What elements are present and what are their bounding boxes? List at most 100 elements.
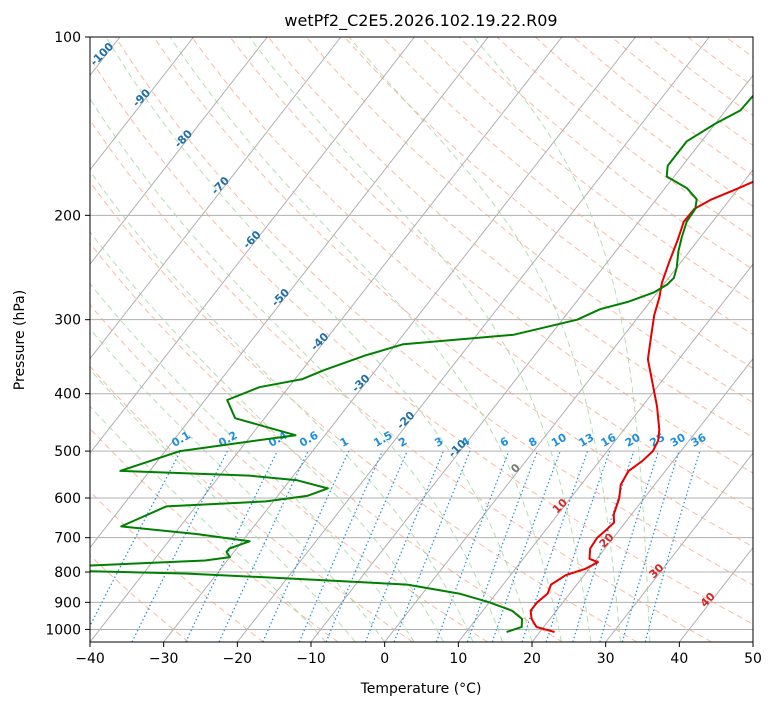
x-tick-label: 30 xyxy=(597,651,615,667)
mixing-ratio-line xyxy=(621,450,680,642)
isotherm-line xyxy=(531,357,753,642)
mixing-ratio-line xyxy=(364,450,444,642)
x-tick-label: −40 xyxy=(75,651,105,667)
mixing-ratio-line xyxy=(644,450,701,642)
moist-adiabat-line xyxy=(90,405,327,642)
x-tick-label: 50 xyxy=(744,651,762,667)
y-tick-label: 200 xyxy=(54,208,81,224)
mixing-ratio-label: 20 xyxy=(623,431,643,450)
plot-area: 0.1 0.2 0.4 0.6 1 1.5 2 3 4 6 8 10 13 16 20 25 30 36-100-… xyxy=(90,37,753,642)
dry-adiabat-line xyxy=(90,56,753,625)
dry-adiabat-line xyxy=(90,490,264,642)
moist-adiabat-line xyxy=(90,328,386,642)
mixing-ratio-label: 16 xyxy=(599,431,619,450)
dry-adiabat-line xyxy=(573,37,753,177)
dry-adiabat-line xyxy=(229,37,753,474)
x-axis-ticks: −40 −30 −20 −10 0 10 20 30 40 50 xyxy=(75,642,762,667)
mixing-ratio-line xyxy=(435,450,510,642)
mixing-ratio-label: 30 xyxy=(668,431,688,450)
isotherm-line xyxy=(90,37,194,171)
dry-adiabat-line xyxy=(90,304,488,642)
mixing-ratio-line xyxy=(131,450,228,642)
x-tick-label: −20 xyxy=(223,651,253,667)
mixing-ratio-line xyxy=(572,450,635,642)
plot-frame xyxy=(89,36,754,643)
x-tick-label: −10 xyxy=(296,651,326,667)
isotherm-label: 0 xyxy=(508,461,523,476)
x-tick-label: −30 xyxy=(149,651,179,667)
mixing-ratio-line xyxy=(90,450,181,628)
isotherm-label: -30 xyxy=(349,372,372,395)
chart-title: wetPf2_C2E5.2026.102.19.22.R09 xyxy=(284,11,557,31)
mixing-ratio-label: 2 xyxy=(396,435,409,450)
mixing-ratio-label: 0.6 xyxy=(297,429,321,450)
moist-adiabat-line xyxy=(473,37,651,642)
moist-adiabat-line xyxy=(169,37,562,642)
isotherm-label: 20 xyxy=(597,530,617,550)
mixing-ratio-label: 10 xyxy=(549,431,569,450)
y-tick-label: 800 xyxy=(54,565,81,581)
mixing-ratio-line xyxy=(545,450,611,642)
y-tick-label: 600 xyxy=(54,491,81,507)
dry-adiabat-line xyxy=(115,37,753,586)
dry-adiabat-line xyxy=(90,181,638,642)
dry-adiabat-line xyxy=(90,242,563,642)
isotherm-label: -40 xyxy=(308,330,331,353)
moist-adiabat-line xyxy=(248,37,592,642)
dry-adiabat-line xyxy=(305,37,753,404)
isotherm-line xyxy=(163,37,636,642)
y-tick-label: 300 xyxy=(54,313,81,329)
isotherm-label: -70 xyxy=(209,174,232,197)
gridlines xyxy=(90,37,753,630)
moist-adiabat-line xyxy=(90,97,503,642)
moist-adiabat-line xyxy=(90,282,415,642)
x-tick-label: 40 xyxy=(670,651,688,667)
isotherm-line xyxy=(605,452,753,642)
moist-adiabats xyxy=(90,37,651,642)
isotherm-label: -20 xyxy=(394,409,417,432)
moist-adiabat-line xyxy=(90,368,356,642)
mixing-ratio-label: 0.1 xyxy=(169,429,192,450)
x-tick-label: 20 xyxy=(523,651,541,667)
mixing-ratio-lines xyxy=(90,450,701,642)
mixing-ratio-label: 36 xyxy=(689,431,709,450)
y-tick-label: 400 xyxy=(54,387,81,403)
dry-adiabat-line xyxy=(382,37,753,336)
dry-adiabat-line xyxy=(90,427,339,642)
isotherm-label: -60 xyxy=(240,228,263,251)
dry-adiabat-line xyxy=(153,37,753,548)
isotherm-line xyxy=(90,37,563,642)
isotherm-label: 30 xyxy=(647,561,667,581)
y-tick-label: 100 xyxy=(54,30,81,46)
isotherm-line xyxy=(90,37,415,454)
dry-adiabat-line xyxy=(534,37,753,207)
isotherm-line xyxy=(90,37,489,549)
y-tick-label: 1000 xyxy=(45,622,81,638)
mixing-ratio-line xyxy=(298,450,384,642)
dry-adiabat-line xyxy=(458,37,753,270)
mixing-ratio-line xyxy=(599,450,660,642)
mixing-ratio-label: 1 xyxy=(338,435,351,450)
dry-adiabat-line xyxy=(90,365,414,642)
isotherm-line xyxy=(310,74,753,642)
isotherm-line xyxy=(90,37,342,360)
dry-adiabat-line xyxy=(191,37,753,511)
dry-adiabat-line xyxy=(420,37,753,303)
x-tick-label: 10 xyxy=(449,651,467,667)
mixing-ratio-line xyxy=(325,450,408,642)
y-axis-label: Pressure (hPa) xyxy=(12,290,28,390)
dry-adiabat-line xyxy=(611,37,753,146)
y-tick-label: 500 xyxy=(54,444,81,460)
dry-adiabat-line xyxy=(344,37,753,369)
isotherm-label: -80 xyxy=(172,127,195,150)
sounding-series xyxy=(90,94,753,633)
dry-adiabat-line xyxy=(267,37,753,438)
dewpoint-profile-line xyxy=(90,94,753,633)
dry-adiabat-line xyxy=(687,37,753,87)
mixing-ratio-line xyxy=(262,450,350,642)
x-axis-label: Temperature (°C) xyxy=(360,681,482,697)
dry-adiabats xyxy=(90,37,753,642)
y-tick-label: 900 xyxy=(54,595,81,611)
y-tick-label: 700 xyxy=(54,531,81,547)
